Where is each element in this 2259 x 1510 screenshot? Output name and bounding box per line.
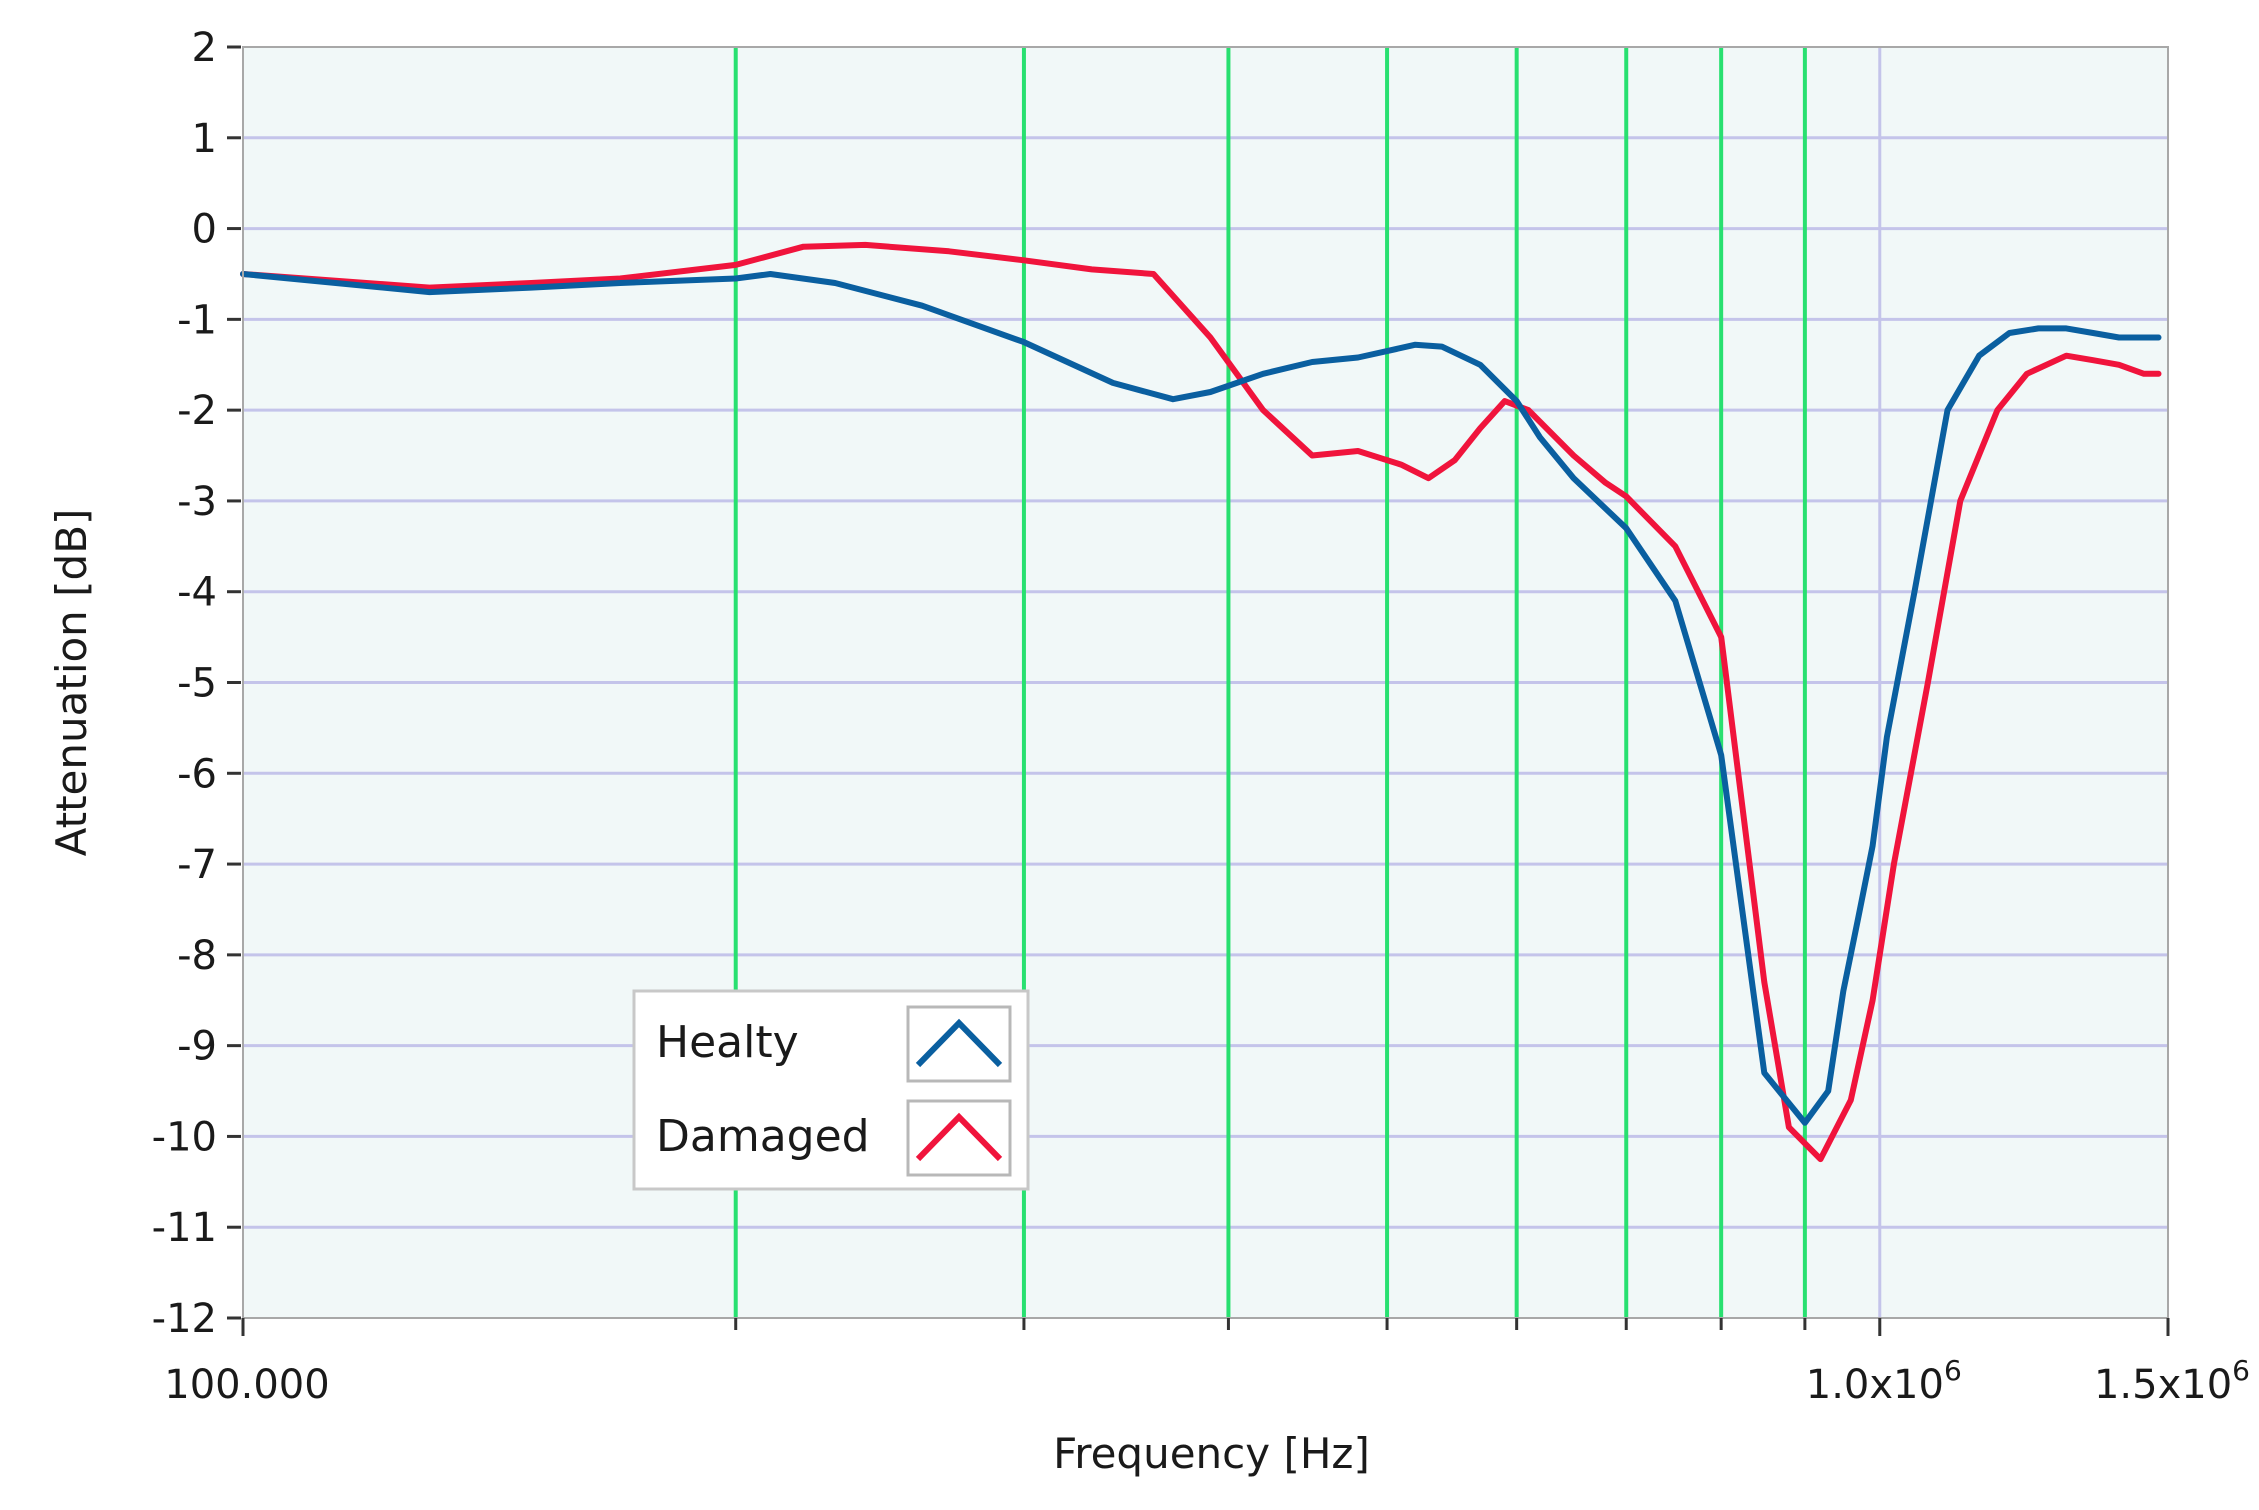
x-tick-label-text: 1.0x10 <box>1806 1362 1944 1408</box>
tick-layer: 2 1 0 -1 -2 -3 -4 -5 -6 -7 -8 -9 -10 -11 -12 100.000 1.0… <box>152 25 2250 1408</box>
y-tick-label: -9 <box>177 1024 217 1070</box>
y-tick-label: -12 <box>152 1296 217 1342</box>
y-tick-label: -5 <box>177 661 217 707</box>
legend-label: Healty <box>656 1017 799 1068</box>
series-layer <box>240 241 2162 1163</box>
y-tick-label: -3 <box>177 479 217 525</box>
y-tick-label: -4 <box>177 570 217 616</box>
y-tick-label: -10 <box>152 1114 217 1160</box>
x-tick-label-exponent: 6 <box>1944 1354 1962 1387</box>
x-tick-label-text: 1.5x10 <box>2094 1362 2232 1408</box>
y-axis-title: Attenuation [dB] <box>47 509 96 857</box>
legend-swatch-line <box>915 1018 1003 1068</box>
y-tick-label: -7 <box>177 842 217 888</box>
y-tick-label: 2 <box>192 25 217 71</box>
x-tick-label-exponent: 6 <box>2232 1354 2250 1387</box>
x-tick-label: 1.5x106 <box>2094 1354 2250 1408</box>
series-line-healty <box>240 271 2162 1126</box>
legend-swatch <box>906 1005 1012 1083</box>
y-tick-label: -11 <box>152 1205 217 1251</box>
x-tick-label-text: 100.000 <box>164 1362 329 1408</box>
x-tick-label: 100.000 <box>164 1362 329 1408</box>
legend-swatch <box>906 1099 1012 1177</box>
x-axis-title: Frequency [Hz] <box>1053 1429 1370 1478</box>
legend-swatch-line <box>915 1112 1003 1162</box>
y-tick-label: 0 <box>192 207 217 253</box>
y-tick-label: -2 <box>177 388 217 434</box>
plot-frame <box>242 46 2169 1319</box>
y-tick-label: -6 <box>177 751 217 797</box>
grid-layer <box>243 47 2168 1318</box>
legend-label: Damaged <box>656 1111 870 1162</box>
y-tick-label: -1 <box>177 297 217 343</box>
y-tick-label: -8 <box>177 933 217 979</box>
x-tick-label: 1.0x106 <box>1806 1354 1962 1408</box>
series-line-damaged <box>240 241 2162 1163</box>
y-tick-label: 1 <box>192 116 217 162</box>
legend: Healty Damaged <box>632 989 1030 1191</box>
